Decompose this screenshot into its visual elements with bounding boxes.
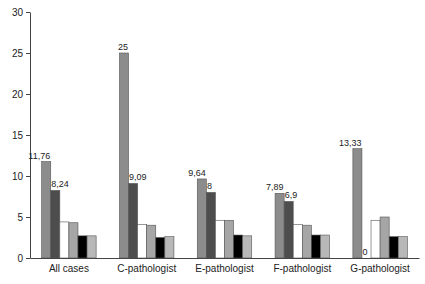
bar — [69, 223, 78, 258]
tick: 10 — [12, 171, 30, 182]
tick-label: 15 — [12, 130, 24, 141]
bar — [119, 53, 128, 258]
tick: C-pathologist — [117, 258, 176, 274]
category-label: C-pathologist — [117, 263, 176, 274]
tick: E-pathologist — [195, 258, 254, 274]
data-label: 8,24 — [51, 179, 69, 189]
bar — [51, 190, 60, 258]
tick-mark — [26, 176, 30, 177]
bar — [311, 235, 320, 258]
data-label: 7,89 — [266, 182, 284, 192]
tick-label: 20 — [12, 89, 24, 100]
bar — [60, 222, 69, 258]
bar — [275, 193, 284, 258]
tick-label: 10 — [12, 171, 24, 182]
tick-mark — [26, 94, 30, 95]
bar — [156, 238, 165, 259]
y-axis: 0 5 10 15 20 25 30 — [12, 7, 31, 264]
bar — [197, 179, 206, 258]
data-labels: 11,76 25 9,64 7,89 13,33 8,24 9,09 8 6,9 0 — [28, 42, 367, 257]
tick-mark — [26, 258, 30, 259]
tick-mark — [26, 53, 30, 54]
bar — [320, 235, 329, 258]
bar — [362, 258, 371, 259]
bar — [234, 235, 243, 258]
bar — [165, 237, 174, 258]
x-axis-line — [31, 258, 420, 259]
tick-mark — [26, 12, 30, 13]
tick: 20 — [12, 89, 30, 100]
bar — [398, 237, 407, 258]
data-label: 8 — [207, 181, 212, 191]
bar — [389, 237, 398, 258]
bar — [243, 236, 252, 258]
tick-mark — [26, 135, 30, 136]
tick-label: 30 — [12, 7, 24, 18]
category-label: All cases — [49, 263, 89, 274]
data-label: 0 — [362, 247, 367, 257]
data-label: 6,9 — [285, 190, 298, 200]
tick: 30 — [12, 7, 30, 18]
bar — [371, 220, 380, 258]
tick: All cases — [49, 258, 89, 274]
data-label: 11,76 — [28, 151, 50, 161]
chart: 0 5 10 15 20 25 30 All cases C-pathologist E-path… — [0, 0, 425, 284]
tick-mark — [26, 217, 30, 218]
tick: 25 — [12, 48, 30, 59]
bar — [215, 220, 224, 258]
bar — [293, 224, 302, 258]
bar — [147, 225, 156, 258]
bars — [42, 53, 408, 258]
bar — [284, 201, 293, 258]
data-label: 13,33 — [339, 138, 362, 148]
bar — [380, 217, 389, 258]
tick-label: 25 — [12, 48, 24, 59]
bar — [225, 220, 234, 258]
bar — [42, 162, 51, 258]
tick: F-pathologist — [273, 258, 331, 274]
plot: 0 5 10 15 20 25 30 All cases C-pathologist E-path… — [12, 7, 420, 274]
bar — [87, 236, 96, 258]
data-label: 25 — [118, 42, 128, 52]
x-axis: All cases C-pathologist E-pathologist F-pat… — [31, 258, 420, 274]
tick: 5 — [17, 212, 30, 223]
category-label: G-pathologist — [350, 263, 410, 274]
bar — [302, 225, 311, 258]
tick: 15 — [12, 130, 30, 141]
tick: G-pathologist — [350, 258, 410, 274]
data-label: 9,09 — [129, 172, 147, 182]
tick-label: 5 — [17, 212, 23, 223]
tick-label: 0 — [17, 253, 23, 264]
tick: 0 — [17, 253, 30, 264]
bar — [353, 149, 362, 258]
bar — [138, 224, 147, 258]
bar — [78, 236, 87, 258]
category-label: F-pathologist — [273, 263, 331, 274]
bar — [129, 183, 138, 258]
data-label: 9,64 — [188, 168, 206, 178]
y-axis-line — [30, 13, 31, 259]
bar — [206, 192, 215, 258]
category-label: E-pathologist — [195, 263, 254, 274]
